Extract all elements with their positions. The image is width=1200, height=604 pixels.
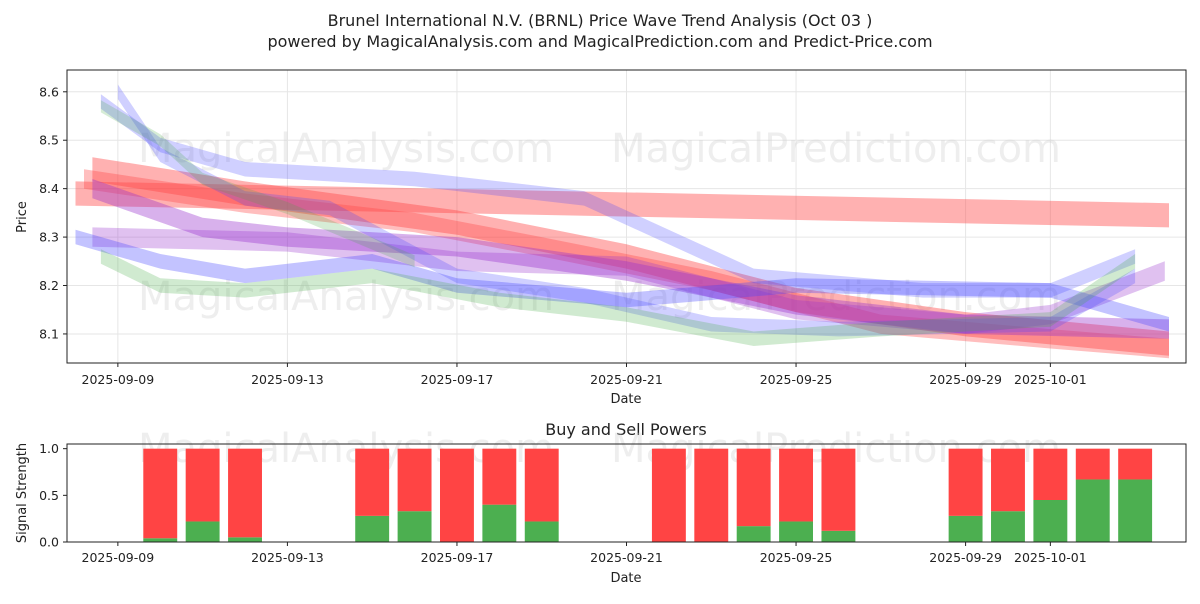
price-y-tick-label: 8.1 (39, 326, 59, 341)
signal-x-axis-label: Date (610, 571, 641, 586)
signal-y-axis: 0.0 0.5 1.0 (39, 441, 67, 550)
price-x-tick-label: 2025-09-21 (590, 372, 663, 387)
buy-power-bar (143, 538, 178, 542)
sell-power-bar (440, 448, 474, 542)
signal-x-axis: 2025-09-09 2025-09-13 2025-09-17 2025-09-21… (82, 542, 1087, 565)
buy-power-bar (228, 537, 262, 542)
price-x-tick-label: 2025-09-25 (760, 372, 833, 387)
buy-power-bar (948, 515, 983, 542)
buy-power-bar (482, 504, 517, 542)
price-wave-band-1 (75, 181, 1169, 228)
sell-power-bar (694, 448, 729, 542)
sell-power-bar (185, 448, 220, 522)
price-wave-bands (75, 84, 1169, 359)
watermark-left-lower: MagicalAnalysis.com (138, 274, 554, 320)
buy-power-bar (524, 521, 559, 542)
price-y-tick-label: 8.3 (39, 230, 59, 245)
signal-chart: Buy and Sell Powers MagicalAnalysis.com … (15, 420, 1187, 586)
buy-power-bar (1033, 500, 1068, 542)
price-x-axis-label: Date (610, 392, 641, 407)
buy-power-bar (821, 530, 856, 542)
price-x-tick-label: 2025-09-29 (929, 372, 1002, 387)
sell-power-bar (228, 448, 262, 538)
buy-power-bar (397, 511, 432, 542)
buy-power-bar (1075, 479, 1110, 542)
price-wave-band-4 (92, 179, 1169, 339)
chart-title-line2: powered by MagicalAnalysis.com and Magic… (267, 32, 932, 51)
sell-power-bar (355, 448, 390, 516)
sell-power-bar (1075, 448, 1110, 480)
sell-power-bar (991, 448, 1025, 512)
price-x-tick-label: 2025-09-09 (82, 372, 155, 387)
price-y-tick-label: 8.4 (39, 181, 59, 196)
price-wave-band-10 (100, 100, 415, 268)
sell-power-bar (779, 448, 813, 522)
price-watermarks: MagicalAnalysis.com MagicalPrediction.co… (138, 126, 1061, 320)
buy-power-bar (1118, 479, 1153, 542)
price-y-tick-label: 8.6 (39, 84, 59, 99)
buy-power-bar (991, 511, 1025, 542)
signal-y-tick-label: 0.0 (39, 535, 59, 550)
buy-power-bar (736, 526, 771, 542)
signal-x-tick-label: 2025-09-13 (251, 550, 324, 565)
sell-power-bar (482, 448, 517, 505)
watermark-right-lower: MagicalPrediction.com (611, 274, 1061, 320)
chart-title-line1: Brunel International N.V. (BRNL) Price W… (328, 11, 873, 30)
sell-power-bar (143, 448, 178, 539)
signal-y-tick-label: 0.5 (39, 488, 59, 503)
sell-power-bar (821, 448, 856, 531)
price-y-tick-label: 8.5 (39, 133, 59, 148)
price-x-tick-label: 2025-09-17 (421, 372, 494, 387)
signal-x-tick-label: 2025-09-21 (590, 550, 663, 565)
price-wave-band-9 (100, 249, 1136, 346)
price-x-tick-label: 2025-09-13 (251, 372, 324, 387)
price-x-tick-label: 2025-10-01 (1014, 372, 1087, 387)
signal-x-tick-label: 2025-09-09 (82, 550, 155, 565)
sell-power-bar (736, 448, 771, 527)
price-y-tick-label: 8.2 (39, 278, 59, 293)
sell-power-bar (524, 448, 559, 522)
signal-x-tick-label: 2025-10-01 (1014, 550, 1087, 565)
price-x-axis: 2025-09-09 2025-09-13 2025-09-17 2025-09-21… (82, 363, 1087, 387)
price-chart: MagicalAnalysis.com MagicalPrediction.co… (15, 69, 1187, 407)
price-gridlines (67, 70, 1186, 363)
signal-y-axis-label: Signal Strength (15, 443, 30, 543)
signal-x-tick-label: 2025-09-29 (929, 550, 1002, 565)
sell-power-bar (948, 448, 983, 516)
sell-power-bar (1118, 448, 1153, 480)
buy-power-bar (355, 515, 390, 542)
price-wave-band-8 (117, 84, 1136, 337)
price-wave-band-2 (92, 157, 1169, 356)
signal-x-tick-label: 2025-09-25 (760, 550, 833, 565)
price-wave-band-3 (84, 169, 1169, 359)
buy-power-bar (185, 521, 220, 542)
sell-power-bar (1033, 448, 1068, 500)
buy-power-bar (779, 521, 813, 542)
signal-y-tick-label: 1.0 (39, 441, 59, 456)
watermark-right: MagicalPrediction.com (611, 126, 1061, 172)
sell-power-bar (651, 448, 686, 542)
signal-chart-title: Buy and Sell Powers (545, 420, 707, 439)
signal-bars (143, 448, 1153, 542)
signal-x-tick-label: 2025-09-17 (421, 550, 494, 565)
price-y-axis: 8.1 8.2 8.3 8.4 8.5 8.6 (39, 84, 67, 341)
price-wave-band-5 (92, 227, 1165, 334)
watermark-left: MagicalAnalysis.com (138, 126, 554, 172)
sell-power-bar (397, 448, 432, 512)
price-y-axis-label: Price (15, 201, 30, 233)
